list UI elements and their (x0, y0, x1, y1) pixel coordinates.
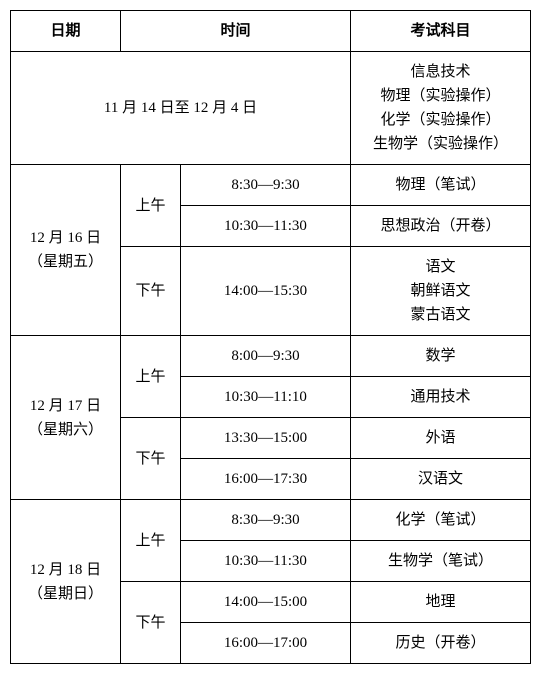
day3-slot3-time: 14:00—15:00 (181, 582, 351, 623)
day1-afternoon: 下午 (121, 247, 181, 336)
day1-slot2-time: 10:30—11:30 (181, 206, 351, 247)
day3-slot4-subject: 历史（开卷） (351, 623, 531, 664)
day2-slot4-subject: 汉语文 (351, 459, 531, 500)
day2-afternoon: 下午 (121, 418, 181, 500)
day2-morning: 上午 (121, 336, 181, 418)
day3-slot2-subject: 生物学（笔试） (351, 541, 531, 582)
day3-slot1-subject: 化学（笔试） (351, 500, 531, 541)
day1-slot3-time: 14:00—15:30 (181, 247, 351, 336)
day1-slot2-subject: 思想政治（开卷） (351, 206, 531, 247)
day1-slot1-subject: 物理（笔试） (351, 165, 531, 206)
header-subject: 考试科目 (351, 11, 531, 52)
day3-slot2-time: 10:30—11:30 (181, 541, 351, 582)
day1-date: 12 月 16 日 （星期五） (11, 165, 121, 336)
day2-slot1-time: 8:00—9:30 (181, 336, 351, 377)
day3-slot3-subject: 地理 (351, 582, 531, 623)
day1-slot1-time: 8:30—9:30 (181, 165, 351, 206)
day1-morning: 上午 (121, 165, 181, 247)
day2-date: 12 月 17 日 （星期六） (11, 336, 121, 500)
table-header-row: 日期 时间 考试科目 (11, 11, 531, 52)
header-time: 时间 (121, 11, 351, 52)
day3-date: 12 月 18 日 （星期日） (11, 500, 121, 664)
day1-slot3-subject: 语文 朝鲜语文 蒙古语文 (351, 247, 531, 336)
day3-morning: 上午 (121, 500, 181, 582)
day2-slot3-time: 13:30—15:00 (181, 418, 351, 459)
day2-slot3-subject: 外语 (351, 418, 531, 459)
day3-slot1-time: 8:30—9:30 (181, 500, 351, 541)
day2-slot2-subject: 通用技术 (351, 377, 531, 418)
table-row: 12 月 18 日 （星期日） 上午 8:30—9:30 化学（笔试） (11, 500, 531, 541)
day3-afternoon: 下午 (121, 582, 181, 664)
day2-slot4-time: 16:00—17:30 (181, 459, 351, 500)
table-row: 12 月 16 日 （星期五） 上午 8:30—9:30 物理（笔试） (11, 165, 531, 206)
table-row: 12 月 17 日 （星期六） 上午 8:00—9:30 数学 (11, 336, 531, 377)
day2-slot1-subject: 数学 (351, 336, 531, 377)
day3-slot4-time: 16:00—17:00 (181, 623, 351, 664)
practical-exam-row: 11 月 14 日至 12 月 4 日 信息技术 物理（实验操作） 化学（实验操… (11, 52, 531, 165)
header-date: 日期 (11, 11, 121, 52)
day2-slot2-time: 10:30—11:10 (181, 377, 351, 418)
practical-subjects: 信息技术 物理（实验操作） 化学（实验操作） 生物学（实验操作） (351, 52, 531, 165)
practical-date-range: 11 月 14 日至 12 月 4 日 (11, 52, 351, 165)
exam-schedule-table: 日期 时间 考试科目 11 月 14 日至 12 月 4 日 信息技术 物理（实… (10, 10, 531, 664)
